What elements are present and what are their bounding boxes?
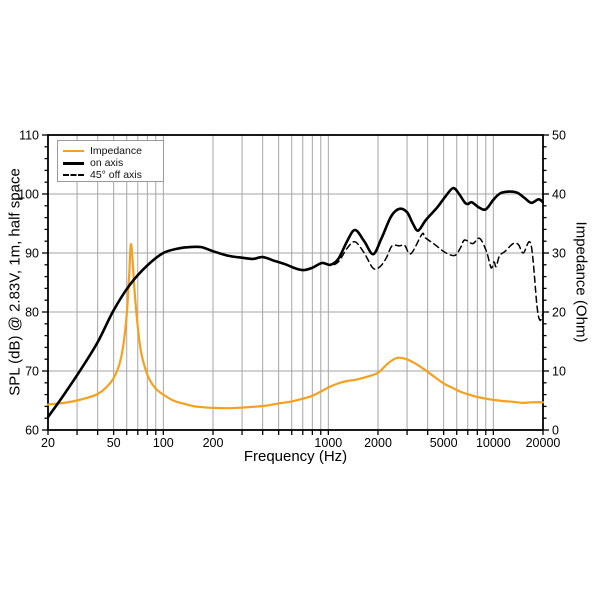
x-tick-label-50: 50 (107, 436, 121, 450)
x-tick-label-20000: 20000 (526, 436, 561, 450)
legend-label-impedance: Impedance (90, 144, 142, 157)
legend: Impedance on axis 45° off axis (57, 140, 164, 182)
x-tick-label-10000: 10000 (476, 436, 511, 450)
plot-frame (47, 134, 544, 431)
y-left-tick-label-100: 100 (18, 188, 39, 202)
on-axis-curve (47, 186, 544, 419)
legend-label-on-axis: on axis (90, 156, 124, 169)
x-tick-labels: 20 50 100 200 1000 2000 5000 10000 20000 (41, 436, 560, 450)
x-tick-label-1000: 1000 (314, 436, 342, 450)
gridlines (48, 135, 543, 430)
y-left-tick-label-90: 90 (25, 247, 39, 261)
x-axis-title: Frequency (Hz) (243, 448, 348, 465)
off-axis-curve (47, 232, 544, 418)
left-y-tick-labels: 60 70 80 90 100 110 (18, 129, 39, 438)
legend-item-impedance: Impedance (63, 145, 163, 157)
y-left-tick-label-70: 70 (25, 365, 39, 379)
off-axis-line-swatch (63, 174, 84, 176)
y-right-tick-label-40: 40 (552, 188, 566, 202)
x-tick-label-100: 100 (153, 436, 174, 450)
right-y-tick-labels: 0 10 20 30 40 50 (552, 129, 566, 438)
x-tick-label-20: 20 (41, 436, 55, 450)
y-right-tick-label-30: 30 (552, 247, 566, 261)
on-axis-line-swatch (63, 161, 84, 165)
impedance-line-swatch (63, 150, 84, 152)
y-left-tick-label-110: 110 (19, 129, 39, 143)
y-right-tick-label-10: 10 (552, 365, 566, 379)
x-tick-label-200: 200 (203, 436, 224, 450)
y-right-tick-label-0: 0 (552, 424, 559, 438)
impedance-curve (47, 243, 544, 410)
y-left-tick-label-60: 60 (25, 424, 39, 438)
x-tick-label-5000: 5000 (430, 436, 458, 450)
legend-label-off-axis: 45° off axis (90, 168, 142, 181)
y-left-tick-label-80: 80 (25, 306, 39, 320)
y-right-tick-label-50: 50 (552, 129, 566, 143)
legend-item-on-axis: on axis (63, 157, 163, 169)
y-right-tick-label-20: 20 (552, 306, 566, 320)
x-tick-label-2000: 2000 (364, 436, 392, 450)
legend-item-off-axis: 45° off axis (63, 169, 163, 181)
